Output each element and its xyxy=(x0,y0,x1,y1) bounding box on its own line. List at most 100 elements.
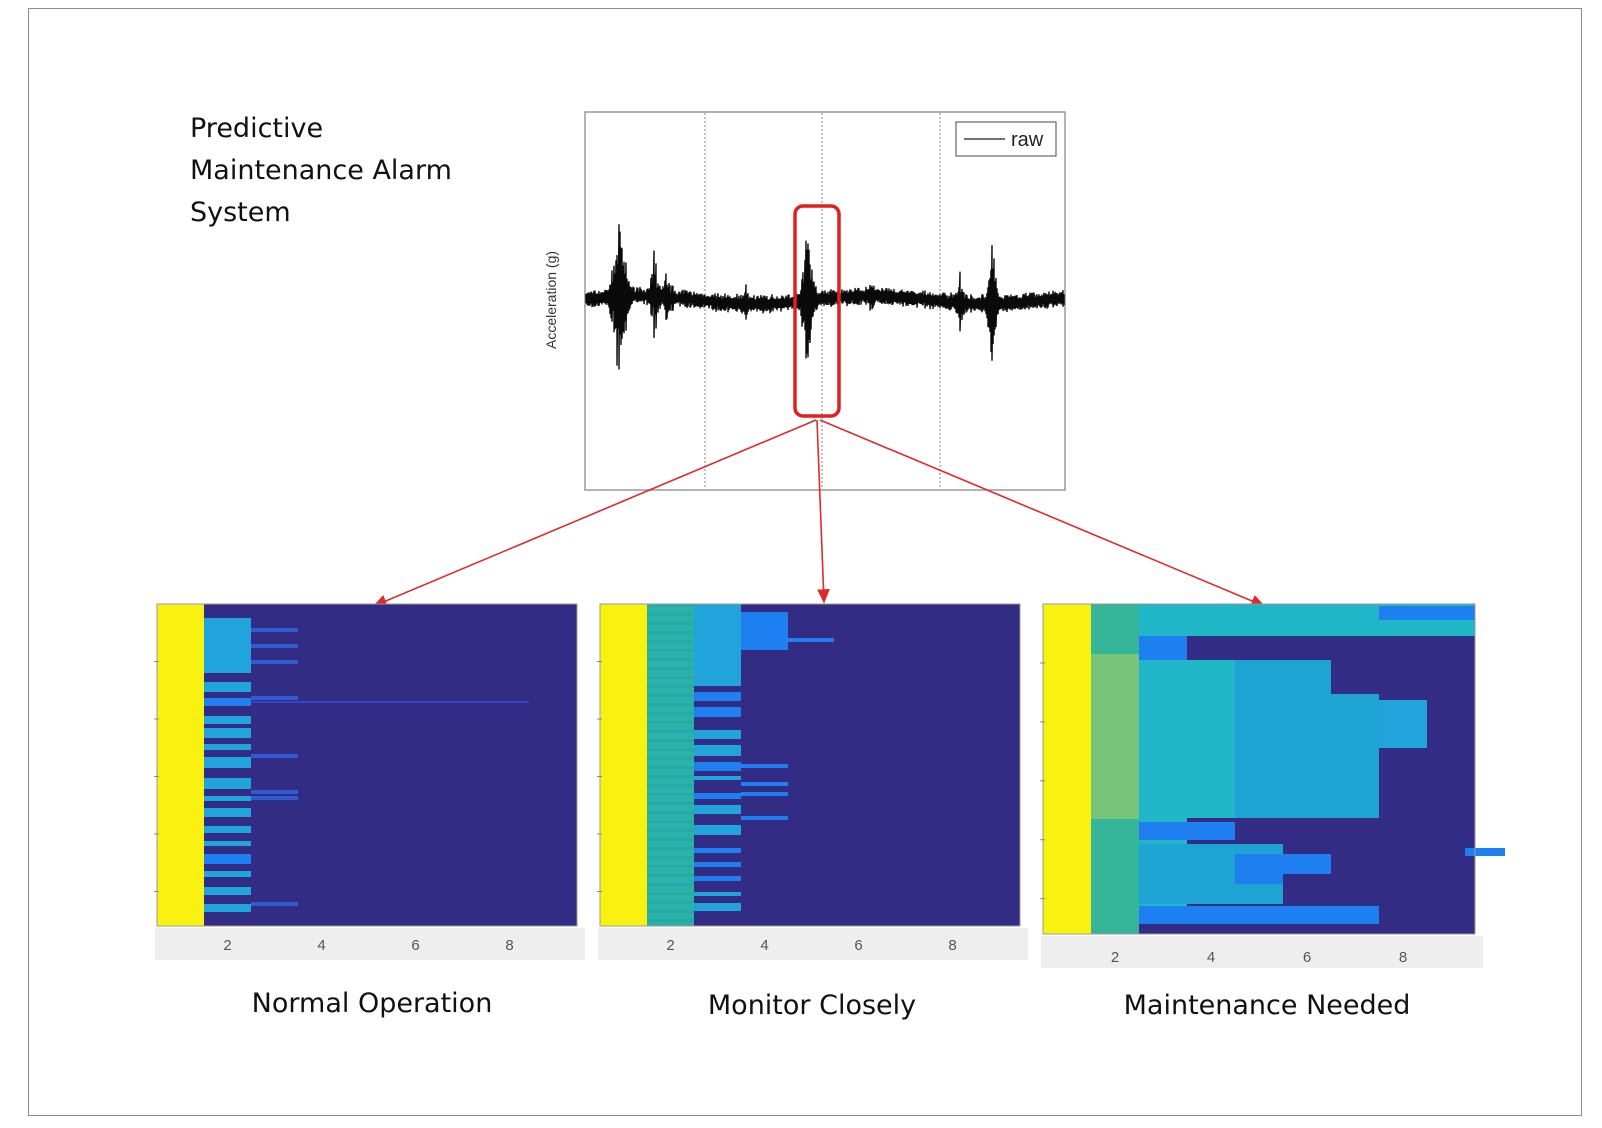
heatmap-cell xyxy=(204,826,251,833)
arrow-to-maintenance xyxy=(819,419,1266,607)
highlight-box xyxy=(793,204,841,418)
heatmap-cell xyxy=(647,604,694,607)
heatmap-cell xyxy=(647,820,694,823)
x-tick-label: 8 xyxy=(948,937,956,954)
heatmap-cell xyxy=(694,793,741,799)
heatmap-normal-operation: 2 4 6 8 xyxy=(154,603,585,960)
arrow-to-monitor xyxy=(816,419,830,604)
title-line-1: Predictive xyxy=(190,113,324,144)
x-tick-label: 6 xyxy=(1303,949,1311,966)
heatmap-border xyxy=(599,603,1021,927)
heatmap-cell xyxy=(204,854,251,864)
heatmap-cell xyxy=(1235,660,1283,818)
x-tick-label: 2 xyxy=(1111,949,1119,966)
x-tick-label: 6 xyxy=(411,937,419,954)
heatmap-cell xyxy=(204,808,251,817)
heatmap-cell xyxy=(1139,906,1379,924)
heatmap-cell xyxy=(647,622,694,625)
tick-band xyxy=(155,928,585,960)
heatmap-cell xyxy=(1091,654,1139,819)
heatmap-cell xyxy=(694,762,741,771)
heatmap-column-1 xyxy=(157,604,204,926)
heatmap-cell xyxy=(694,892,741,896)
caption-maintenance-needed: Maintenance Needed xyxy=(1123,990,1411,1021)
heatmap-cell xyxy=(647,838,694,841)
heatmap-cell xyxy=(694,848,741,853)
heatmap-cell xyxy=(1283,660,1331,818)
heatmap-cell xyxy=(694,730,741,739)
heatmap-cell xyxy=(251,796,298,800)
heatmap-cell xyxy=(647,748,694,751)
heatmap-cell xyxy=(647,766,694,769)
heatmap-cell xyxy=(647,712,694,715)
heatmap-cell xyxy=(1139,822,1235,840)
heatmap-cell xyxy=(647,883,694,886)
tick-band xyxy=(1041,936,1483,968)
heatmap-cell xyxy=(251,790,298,794)
title-line-3: System xyxy=(190,197,291,228)
heatmap-cell xyxy=(204,618,251,673)
x-tick-label: 4 xyxy=(1207,949,1215,966)
x-tick-label: 8 xyxy=(505,937,513,954)
heatmap-cell xyxy=(694,825,741,835)
heatmap-maintenance-needed: 2 4 6 8 xyxy=(1040,603,1505,968)
heatmap-cell xyxy=(694,776,741,780)
heatmap-cell xyxy=(251,628,298,632)
x-tick-label: 2 xyxy=(666,937,674,954)
tick-band xyxy=(598,928,1028,960)
heatmap-cell xyxy=(251,902,298,906)
heatmap-cell xyxy=(694,692,741,701)
heatmap-cell xyxy=(647,640,694,643)
heatmap-cell xyxy=(647,685,694,688)
heatmap-cell xyxy=(647,631,694,634)
heatmap-cell xyxy=(694,805,741,814)
heatmap-cell xyxy=(251,660,298,664)
heatmap-cell xyxy=(647,874,694,877)
heatmap-cell xyxy=(741,816,788,820)
waveform-y-axis-label: Acceleration (g) xyxy=(543,251,559,349)
heatmap-cell xyxy=(1187,660,1235,818)
waveform-plot: Acceleration (g) raw xyxy=(543,111,1066,491)
title-line-2: Maintenance Alarm xyxy=(190,155,452,186)
heatmap-cell xyxy=(204,841,251,846)
heatmap-cell xyxy=(647,676,694,679)
heatmap-cell xyxy=(251,754,298,758)
heatmap-cell xyxy=(204,744,251,750)
heatmap-cell xyxy=(694,862,741,867)
heatmap-cell xyxy=(694,876,741,881)
heatmap-cell xyxy=(788,638,834,642)
heatmap-cell xyxy=(647,892,694,895)
heatmap-cell xyxy=(204,796,251,801)
heatmap-cell xyxy=(647,604,694,926)
heatmap-cell xyxy=(647,739,694,742)
heatmap-cell xyxy=(647,757,694,760)
heatmap-cell xyxy=(647,667,694,670)
heatmap-cell xyxy=(647,919,694,922)
heatmap-border xyxy=(156,603,578,927)
heatmap-monitor-closely: 2 4 6 8 xyxy=(597,603,1028,960)
zoom-arrows xyxy=(372,419,1266,607)
heatmap-cell xyxy=(1465,848,1505,856)
heatmap-cell xyxy=(1139,636,1187,660)
heatmap-cell xyxy=(647,613,694,616)
x-tick-label: 4 xyxy=(760,937,768,954)
heatmap-cell xyxy=(204,682,251,692)
x-tick-label: 2 xyxy=(223,937,231,954)
x-tick-label: 6 xyxy=(854,937,862,954)
heatmap-cell xyxy=(647,910,694,913)
heatmap-cell xyxy=(647,811,694,814)
x-tick-label: 8 xyxy=(1399,949,1407,966)
heatmap-cell xyxy=(1379,606,1475,620)
heatmap-cell xyxy=(1379,700,1427,748)
heatmap-border xyxy=(1042,603,1476,935)
heatmap-cell xyxy=(647,847,694,850)
heatmap-cell xyxy=(647,649,694,652)
heatmap-cell xyxy=(741,612,788,650)
heatmap-cell xyxy=(647,775,694,778)
heatmap-cell xyxy=(204,757,251,768)
heatmap-cell xyxy=(741,792,788,796)
heatmap-column-1 xyxy=(600,604,647,926)
heatmap-cell xyxy=(694,745,741,756)
caption-monitor-closely: Monitor Closely xyxy=(707,990,917,1021)
